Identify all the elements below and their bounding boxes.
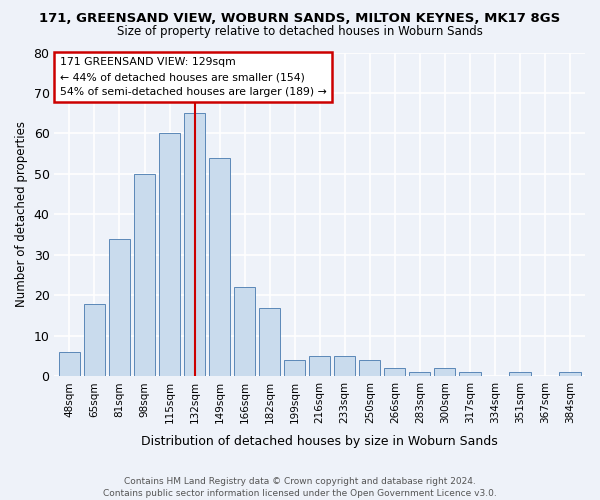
Text: 171 GREENSAND VIEW: 129sqm
← 44% of detached houses are smaller (154)
54% of sem: 171 GREENSAND VIEW: 129sqm ← 44% of deta… [60,58,326,97]
Bar [209,158,230,376]
Y-axis label: Number of detached properties: Number of detached properties [15,122,28,308]
Bar [284,360,305,376]
Bar [109,238,130,376]
Bar [559,372,581,376]
Bar [409,372,430,376]
Bar [309,356,331,376]
Bar [334,356,355,376]
Bar [159,134,180,376]
Bar [259,308,280,376]
Bar [359,360,380,376]
Text: Contains HM Land Registry data © Crown copyright and database right 2024.
Contai: Contains HM Land Registry data © Crown c… [103,476,497,498]
X-axis label: Distribution of detached houses by size in Woburn Sands: Distribution of detached houses by size … [142,434,498,448]
Text: Size of property relative to detached houses in Woburn Sands: Size of property relative to detached ho… [117,25,483,38]
Bar [434,368,455,376]
Bar [234,288,255,376]
Text: 171, GREENSAND VIEW, WOBURN SANDS, MILTON KEYNES, MK17 8GS: 171, GREENSAND VIEW, WOBURN SANDS, MILTO… [40,12,560,26]
Bar [84,304,105,376]
Bar [509,372,530,376]
Bar [459,372,481,376]
Bar [384,368,406,376]
Bar [184,113,205,376]
Bar [59,352,80,376]
Bar [134,174,155,376]
